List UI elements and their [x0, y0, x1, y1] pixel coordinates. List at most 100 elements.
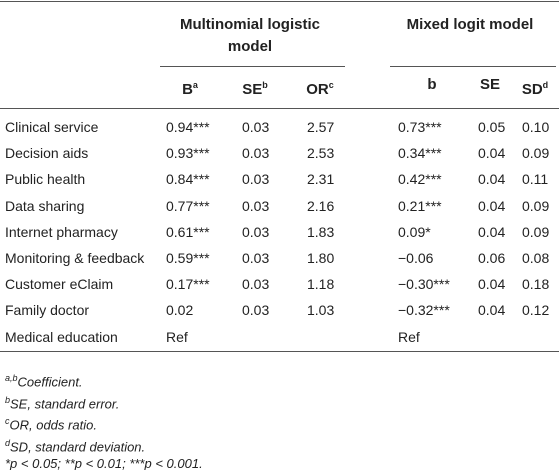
- cell: Ref: [398, 328, 420, 346]
- cell: −0.32***: [398, 301, 450, 319]
- text: 0.73***: [398, 119, 442, 135]
- row-label: Clinical service: [5, 118, 98, 136]
- text: OR: [306, 81, 329, 98]
- text: 0.03: [242, 171, 270, 188]
- text: −0.06: [398, 250, 434, 266]
- text: Mixed logit model: [406, 16, 534, 33]
- cell: 0.03: [242, 249, 269, 267]
- text: 0.21***: [398, 197, 442, 214]
- text: 0.94***: [166, 119, 210, 135]
- text: 0.03: [242, 145, 270, 162]
- cell: 0.05: [478, 118, 505, 136]
- text: −0.32***: [398, 302, 450, 319]
- text: 0.06: [478, 250, 506, 266]
- text: Ref: [398, 328, 420, 345]
- text: 1.03: [307, 302, 335, 319]
- column-header: Ba: [150, 76, 230, 99]
- row-label: Family doctor: [5, 301, 89, 319]
- row-label: Decision aids: [5, 144, 88, 162]
- text: 2.53: [307, 145, 335, 162]
- text: 0.18: [522, 276, 550, 293]
- text: 2.16: [307, 197, 335, 214]
- text: Ref: [166, 328, 188, 345]
- text: Decision aids: [5, 145, 89, 162]
- footnote: cOR, odds ratio.: [5, 412, 97, 434]
- row-label: Monitoring & feedback: [5, 249, 144, 267]
- text: 0.03: [242, 276, 270, 293]
- text: 1.83: [307, 223, 335, 240]
- text: OR, odds ratio.: [9, 417, 97, 433]
- footnote: a,bCoefficient.: [5, 369, 83, 391]
- text: 0.02: [166, 302, 194, 319]
- text: 0.08: [522, 250, 550, 266]
- cell: 0.93***: [166, 144, 210, 162]
- superscript: a,b: [5, 373, 18, 383]
- text: 0.03: [242, 223, 270, 240]
- cell: 0.12: [522, 301, 549, 319]
- cell: 1.83: [307, 223, 334, 241]
- text: 1.80: [307, 250, 335, 266]
- text: 0.17***: [166, 276, 210, 293]
- text: 0.42***: [398, 171, 442, 188]
- text: 0.09*: [398, 223, 431, 240]
- row-label: Internet pharmacy: [5, 223, 118, 241]
- cell: 0.03: [242, 223, 269, 241]
- cell: 0.09: [522, 144, 549, 162]
- text: 0.93***: [166, 145, 210, 162]
- cell: 2.57: [307, 118, 334, 136]
- text: b: [427, 76, 437, 93]
- text: 0.61***: [166, 223, 210, 240]
- text: 0.77***: [166, 197, 210, 214]
- superscript: d: [542, 80, 549, 90]
- cell: 1.18: [307, 275, 334, 293]
- cell: 0.03: [242, 118, 269, 136]
- cell: 0.04: [478, 301, 505, 319]
- text: Multinomial logistic model: [179, 16, 320, 55]
- text: Internet pharmacy: [5, 223, 118, 240]
- text: Coefficient.: [17, 374, 83, 390]
- text: 0.84***: [166, 171, 210, 188]
- text: Clinical service: [5, 119, 99, 135]
- cell: 0.09*: [398, 223, 431, 241]
- cell: 0.02: [166, 301, 193, 319]
- cell: 1.80: [307, 249, 334, 267]
- cell: −0.06: [398, 249, 433, 267]
- row-label: Public health: [5, 170, 85, 188]
- column-header: SEb: [215, 76, 295, 99]
- cell: 0.73***: [398, 118, 442, 136]
- cell: 0.34***: [398, 144, 442, 162]
- footnote: bSE, standard error.: [5, 391, 119, 413]
- cell: 0.59***: [166, 249, 210, 267]
- cell: 0.03: [242, 144, 269, 162]
- cell: 0.61***: [166, 223, 210, 241]
- cell: 2.53: [307, 144, 334, 162]
- superscript: c: [5, 416, 10, 426]
- text: 0.05: [478, 119, 506, 135]
- superscript: b: [5, 394, 11, 405]
- text: Family doctor: [5, 302, 90, 319]
- text: B: [182, 81, 193, 98]
- text: Medical education: [5, 328, 118, 345]
- text: 0.04: [478, 145, 506, 162]
- cell: 0.77***: [166, 197, 210, 215]
- text: 0.04: [478, 171, 506, 188]
- group-header: Mixed logit model: [390, 14, 550, 36]
- text: 2.57: [307, 119, 335, 135]
- row-label: Customer eClaim: [5, 275, 113, 293]
- cell: 0.09: [522, 197, 549, 215]
- text: 0.04: [478, 302, 506, 319]
- text: 0.03: [242, 302, 270, 319]
- column-header: SE: [450, 76, 530, 94]
- rule: [0, 1, 559, 2]
- cell: 0.21***: [398, 197, 442, 215]
- text: Monitoring & feedback: [5, 250, 145, 266]
- text: 0.11: [522, 171, 549, 188]
- superscript: d: [5, 437, 11, 448]
- text: 0.10: [522, 119, 550, 135]
- cell: −0.30***: [398, 275, 450, 293]
- column-header: ORc: [280, 76, 360, 99]
- text: SE: [242, 81, 263, 98]
- cell: 0.42***: [398, 170, 442, 188]
- rule: [0, 108, 559, 109]
